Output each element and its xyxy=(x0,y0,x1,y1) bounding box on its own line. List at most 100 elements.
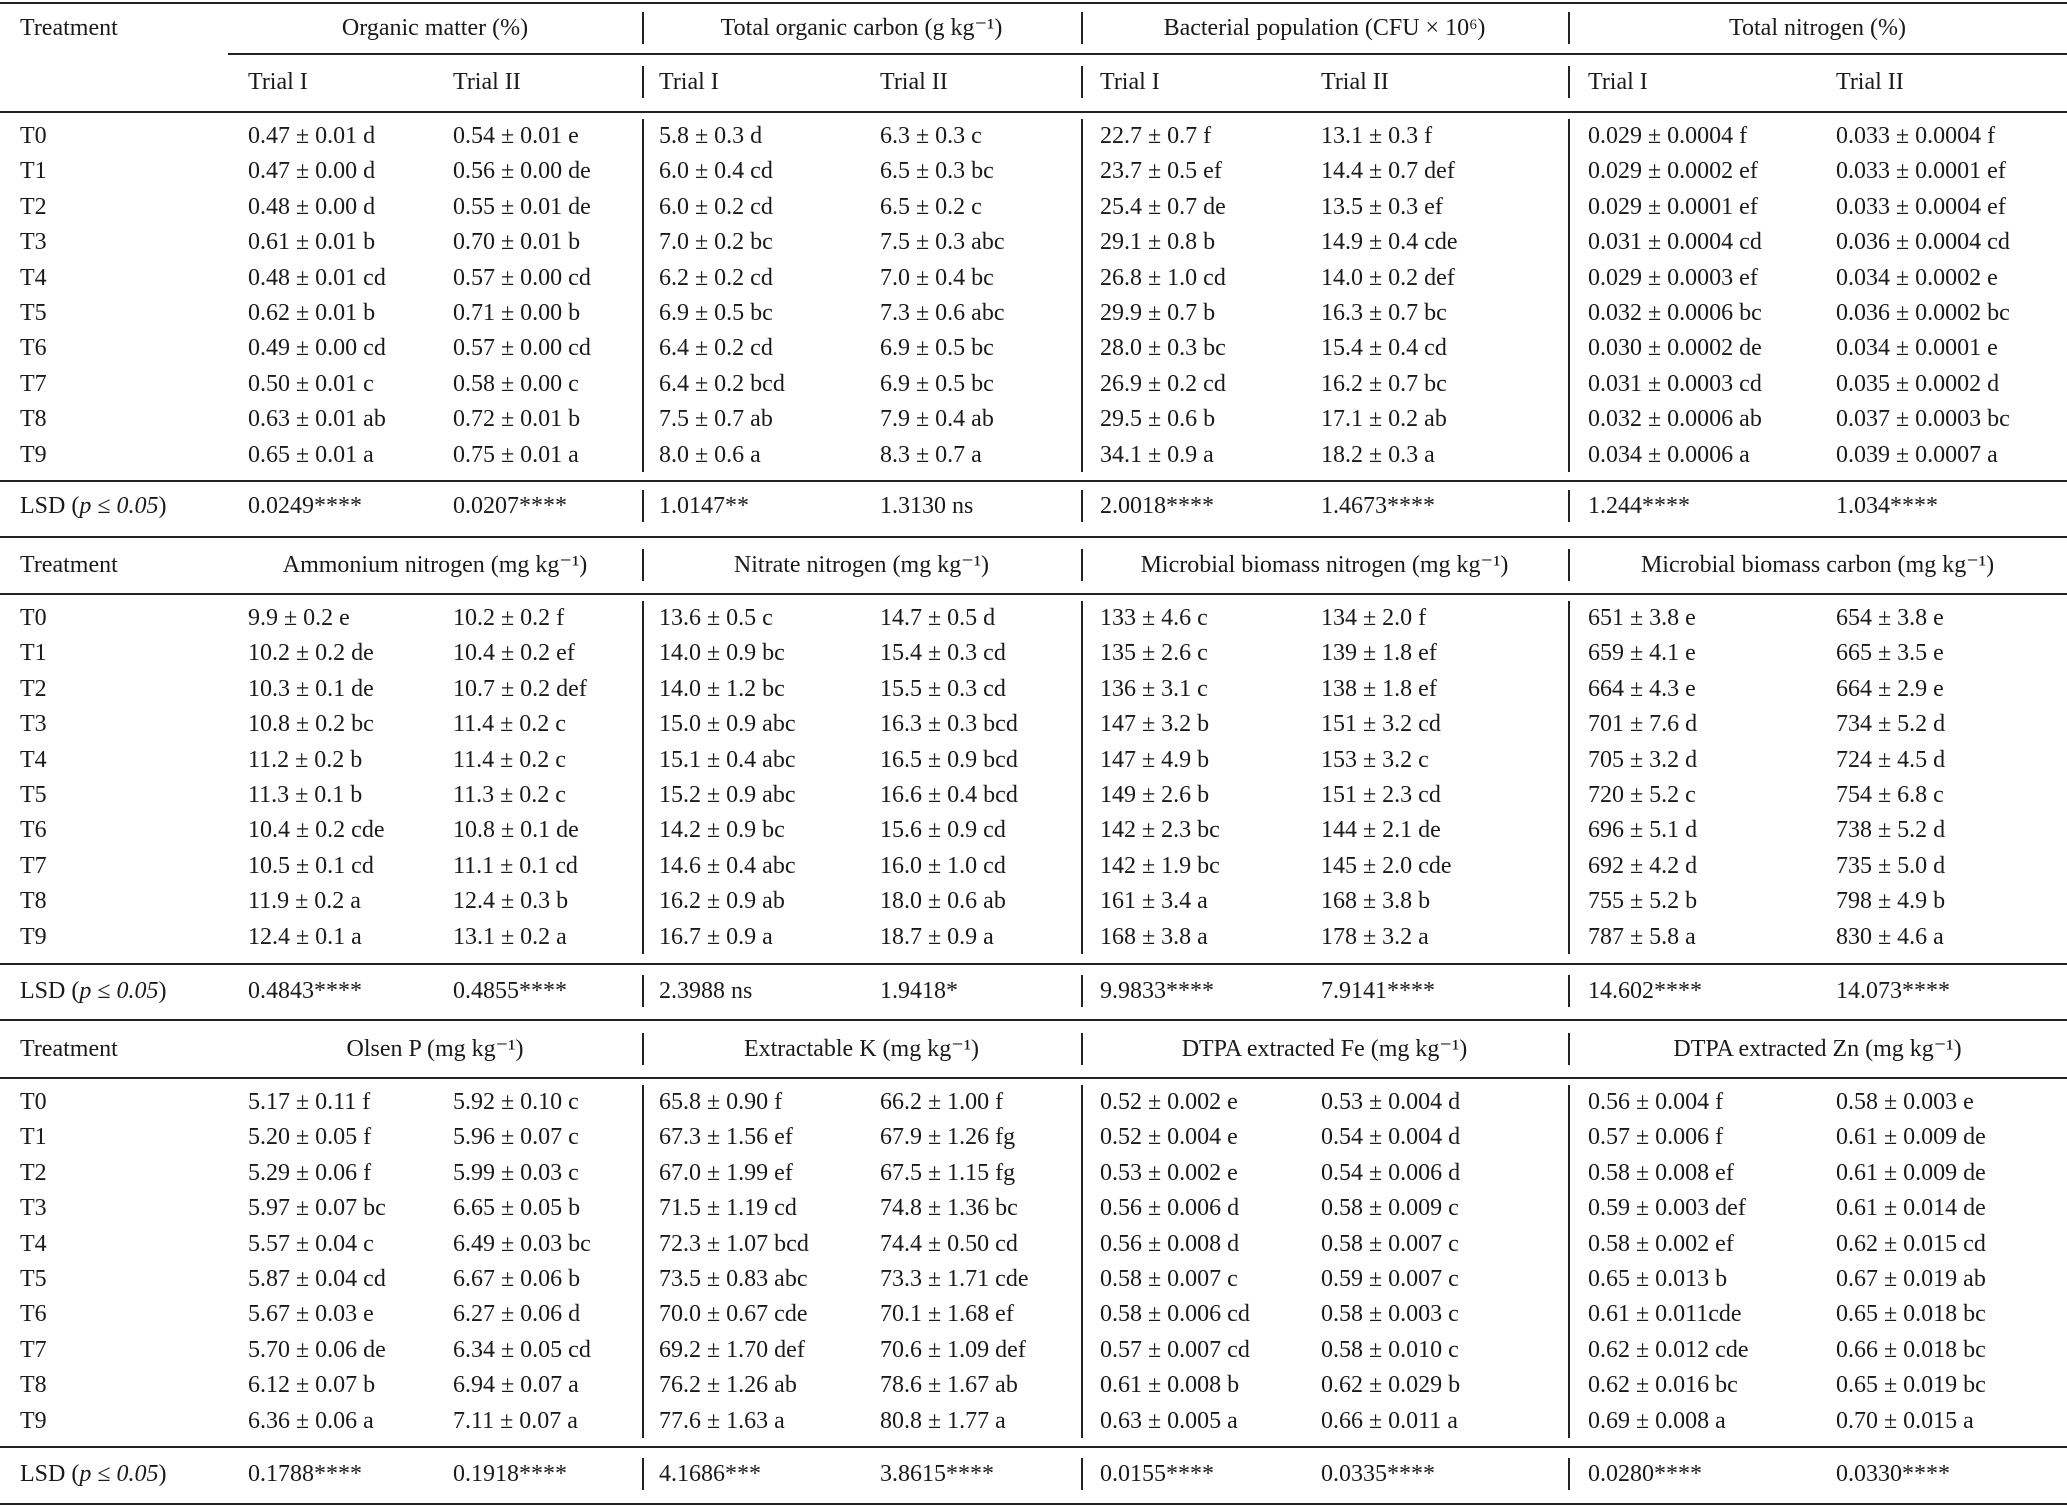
lsd-label-part: LSD ( xyxy=(20,493,80,519)
lsd-value: 4.1686*** xyxy=(659,1461,761,1487)
group-header: DTPA extracted Fe (mg kg⁻¹) xyxy=(1181,1036,1468,1062)
treatment-label: T4 xyxy=(20,1230,47,1257)
column-divider xyxy=(1081,66,1083,98)
column-divider xyxy=(1568,12,1570,44)
lsd-value: 0.0249**** xyxy=(248,493,362,519)
treatment-label: T1 xyxy=(20,158,47,185)
table-cell: 6.5 ± 0.2 c xyxy=(880,193,982,220)
column-divider xyxy=(1081,1085,1083,1438)
table-cell: 77.6 ± 1.63 a xyxy=(659,1407,785,1434)
table-cell: 0.55 ± 0.01 de xyxy=(453,193,591,220)
column-divider xyxy=(642,490,644,522)
table-cell: 7.5 ± 0.3 abc xyxy=(880,229,1005,256)
table-cell: 67.9 ± 1.26 fg xyxy=(880,1124,1016,1151)
lsd-label-part: p xyxy=(79,978,92,1004)
lsd-label-part: 0.05 xyxy=(116,978,159,1004)
table-cell: 0.59 ± 0.007 c xyxy=(1321,1266,1459,1292)
table-cell: 10.4 ± 0.2 cde xyxy=(248,817,385,844)
table-cell: 12.4 ± 0.1 a xyxy=(248,923,362,950)
table-cell: 5.99 ± 0.03 c xyxy=(453,1159,579,1186)
table-cell: 0.62 ± 0.012 cde xyxy=(1588,1336,1749,1363)
table-cell: 664 ± 4.3 e xyxy=(1588,675,1696,702)
table-cell: 16.7 ± 0.9 a xyxy=(659,923,773,950)
table-cell: 145 ± 2.0 cde xyxy=(1321,852,1452,879)
table-cell: 0.035 ± 0.0002 d xyxy=(1836,370,2000,397)
table-cell: 15.0 ± 0.9 abc xyxy=(659,711,796,738)
table-cell: 151 ± 2.3 cd xyxy=(1321,782,1441,808)
lsd-label-part: ≤ xyxy=(91,1461,117,1487)
lsd-value: 2.3988 ns xyxy=(659,978,753,1004)
horizontal-rule xyxy=(0,2,2067,4)
trial-header: Trial I xyxy=(248,69,308,95)
column-divider xyxy=(1081,601,1083,954)
table-cell: 6.27 ± 0.06 d xyxy=(453,1301,581,1328)
table-cell: 8.3 ± 0.7 a xyxy=(880,441,982,468)
treatment-header: Treatment xyxy=(20,1036,118,1062)
table-cell: 80.8 ± 1.77 a xyxy=(880,1407,1006,1434)
table-cell: 0.52 ± 0.004 e xyxy=(1100,1124,1238,1151)
table-cell: 153 ± 3.2 c xyxy=(1321,746,1429,773)
treatment-label: T3 xyxy=(20,711,47,738)
table-cell: 0.029 ± 0.0003 ef xyxy=(1588,264,1758,291)
table-cell: 0.69 ± 0.008 a xyxy=(1588,1407,1726,1434)
treatment-label: T7 xyxy=(20,852,47,879)
treatment-label: T2 xyxy=(20,1159,47,1186)
table-cell: 5.20 ± 0.05 f xyxy=(248,1124,372,1151)
table-cell: 13.6 ± 0.5 c xyxy=(659,605,773,631)
table-cell: 26.9 ± 0.2 cd xyxy=(1100,370,1226,397)
table-cell: 16.5 ± 0.9 bcd xyxy=(880,746,1018,773)
table-cell: 11.9 ± 0.2 a xyxy=(248,888,361,915)
table-cell: 0.036 ± 0.0004 cd xyxy=(1836,229,2010,256)
table-cell: 17.1 ± 0.2 ab xyxy=(1321,406,1447,433)
trial-header: Trial II xyxy=(1836,69,1904,95)
table-cell: 0.57 ± 0.00 cd xyxy=(453,335,591,362)
table-cell: 18.2 ± 0.3 a xyxy=(1321,441,1435,468)
table-cell: 15.1 ± 0.4 abc xyxy=(659,746,796,773)
table-cell: 654 ± 3.8 e xyxy=(1836,605,1944,631)
column-divider xyxy=(642,1458,644,1490)
table-cell: 0.56 ± 0.00 de xyxy=(453,158,591,185)
table-cell: 139 ± 1.8 ef xyxy=(1321,640,1437,667)
column-divider xyxy=(1081,1458,1083,1490)
horizontal-rule xyxy=(0,1019,2067,1021)
horizontal-rule xyxy=(0,593,2067,595)
table-cell: 0.53 ± 0.004 d xyxy=(1321,1089,1461,1115)
table-cell: 0.54 ± 0.004 d xyxy=(1321,1124,1461,1151)
lsd-value: 0.0207**** xyxy=(453,493,567,519)
table-cell: 0.63 ± 0.005 a xyxy=(1100,1407,1238,1434)
group-header: Organic matter (%) xyxy=(341,15,529,41)
treatment-label: T5 xyxy=(20,782,47,808)
table-cell: 0.47 ± 0.00 d xyxy=(248,158,376,185)
table-cell: 0.62 ± 0.01 b xyxy=(248,300,376,326)
table-cell: 0.70 ± 0.01 b xyxy=(453,229,581,256)
table-cell: 0.61 ± 0.008 b xyxy=(1100,1372,1240,1399)
lsd-label-part: ) xyxy=(158,978,167,1004)
treatment-label: T5 xyxy=(20,300,47,326)
lsd-value: 9.9833**** xyxy=(1100,978,1214,1004)
group-header: Microbial biomass carbon (mg kg⁻¹) xyxy=(1640,552,1995,578)
table-cell: 0.48 ± 0.01 cd xyxy=(248,264,386,291)
table-cell: 0.029 ± 0.0001 ef xyxy=(1588,193,1758,220)
table-cell: 6.94 ± 0.07 a xyxy=(453,1372,579,1399)
table-cell: 0.61 ± 0.011cde xyxy=(1588,1301,1742,1328)
table-cell: 787 ± 5.8 a xyxy=(1588,923,1696,950)
lsd-label: LSD (p ≤ 0.05) xyxy=(20,976,167,1006)
group-header: Total nitrogen (%) xyxy=(1729,15,1906,41)
column-divider xyxy=(642,1085,644,1438)
table-cell: 6.4 ± 0.2 bcd xyxy=(659,370,785,397)
column-divider xyxy=(1568,549,1570,581)
column-divider xyxy=(642,1033,644,1065)
treatment-header: Treatment xyxy=(20,552,118,578)
table-cell: 147 ± 3.2 b xyxy=(1100,711,1210,738)
treatment-label: T2 xyxy=(20,675,47,702)
lsd-label: LSD (p ≤ 0.05) xyxy=(20,1459,167,1489)
table-cell: 71.5 ± 1.19 cd xyxy=(659,1195,797,1222)
table-cell: 13.1 ± 0.2 a xyxy=(453,923,567,950)
table-cell: 5.67 ± 0.03 e xyxy=(248,1301,374,1328)
table-cell: 5.97 ± 0.07 bc xyxy=(248,1195,386,1222)
table-cell: 16.3 ± 0.3 bcd xyxy=(880,711,1018,738)
column-divider xyxy=(1568,119,1570,472)
table-cell: 14.0 ± 0.9 bc xyxy=(659,640,785,667)
table-cell: 14.9 ± 0.4 cde xyxy=(1321,229,1458,256)
table-cell: 22.7 ± 0.7 f xyxy=(1100,123,1212,149)
